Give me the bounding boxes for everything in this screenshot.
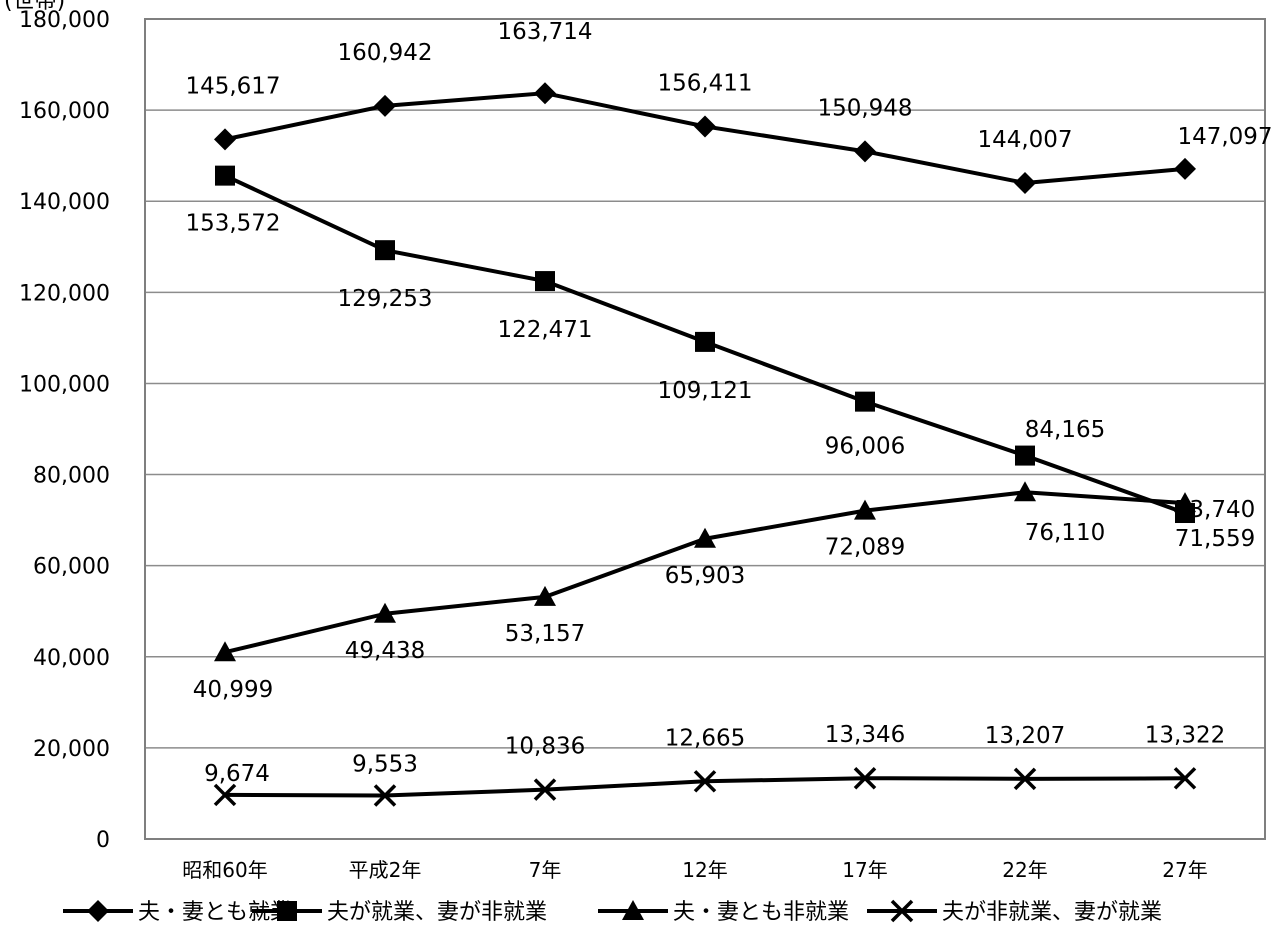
y-tick-label: 80,000 [33, 464, 110, 489]
square-point [855, 391, 875, 412]
y-tick-label: 140,000 [19, 190, 110, 215]
series-lines [213, 82, 1197, 807]
data-label: 150,948 [817, 95, 912, 121]
y-tick-label: 180,000 [19, 8, 110, 33]
data-label: 160,942 [337, 40, 432, 66]
legend-label: 夫が就業、妻が非就業 [327, 900, 547, 925]
data-label: 144,007 [977, 127, 1072, 153]
x-tick-label: 17年 [842, 858, 887, 882]
legend-item: 夫が非就業、妻が就業 [867, 899, 1162, 925]
square-point [695, 331, 715, 352]
x-tick-label: 7年 [529, 858, 562, 882]
data-label: 12,665 [665, 725, 745, 751]
triangle-point [534, 585, 556, 606]
square-point [215, 165, 235, 186]
data-label: 96,006 [825, 434, 905, 460]
legend-square-marker [277, 901, 297, 921]
data-label: 9,553 [352, 751, 418, 777]
data-label: 72,089 [825, 535, 905, 561]
cross-point [373, 784, 397, 807]
diamond-point [1014, 171, 1036, 194]
legend-label: 夫が非就業、妻が就業 [942, 900, 1162, 925]
data-label: 71,559 [1175, 526, 1255, 552]
data-label: 156,411 [657, 70, 752, 96]
data-label: 163,714 [497, 19, 592, 45]
data-labels: 145,617 160,942 163,714 156,411 150,948 144,0… [185, 19, 1272, 787]
y-tick-label: 20,000 [33, 737, 110, 762]
cross-point [1173, 767, 1197, 790]
x-tick-label: 昭和60年 [182, 858, 267, 882]
triangle-point [1174, 492, 1196, 513]
y-tick-label: 120,000 [19, 281, 110, 306]
x-tick-label: 平成2年 [349, 858, 422, 882]
legend-label: 夫・妻とも非就業 [673, 900, 849, 925]
cross-point [533, 778, 557, 801]
data-label: 13,346 [825, 722, 905, 748]
cross-point [853, 766, 877, 790]
triangle-point [694, 527, 716, 548]
plot-area-frame [144, 18, 1266, 840]
y-axis-ticks: 0 20,000 40,000 60,000 80,000 100,000 120,000 1… [19, 8, 110, 853]
y-tick-label: 60,000 [33, 555, 110, 580]
data-label: 122,471 [497, 317, 592, 343]
y-tick-label: 100,000 [19, 372, 110, 397]
data-label: 145,617 [185, 73, 280, 99]
data-label: 10,836 [505, 734, 585, 760]
data-label: 49,438 [345, 638, 425, 664]
diamond-point [854, 140, 876, 163]
cross-point [1013, 767, 1037, 791]
data-label: 40,999 [193, 677, 273, 703]
square-point [535, 271, 555, 292]
x-tick-label: 12年 [682, 858, 727, 882]
y-tick-label: 40,000 [33, 646, 110, 671]
diamond-point [534, 82, 556, 105]
y-tick-label: 0 [96, 828, 110, 853]
data-label: 153,572 [185, 211, 280, 237]
triangle-point [854, 499, 876, 520]
data-label: 73,740 [1175, 497, 1255, 523]
data-label: 65,903 [665, 563, 745, 589]
cross-point [213, 783, 237, 807]
data-label: 9,674 [204, 761, 270, 787]
x-tick-label: 22年 [1002, 858, 1047, 882]
x-tick-label: 27年 [1162, 858, 1207, 882]
square-point [375, 240, 395, 261]
cross-point [693, 770, 717, 793]
diamond-point [694, 115, 716, 138]
x-axis-ticks: 昭和60年 平成2年 7年 12年 17年 22年 27年 [182, 858, 1207, 882]
data-label: 109,121 [657, 378, 752, 404]
data-label: 13,207 [985, 723, 1065, 749]
y-tick-label: 160,000 [19, 99, 110, 124]
legend-cross-marker [890, 899, 914, 923]
legend-triangle-marker [622, 900, 644, 920]
triangle-point [1014, 481, 1036, 502]
diamond-point [1174, 157, 1196, 180]
data-label: 84,165 [1025, 417, 1105, 443]
legend-diamond-marker [87, 900, 109, 922]
triangle-point [214, 641, 236, 662]
triangle-point [374, 602, 396, 623]
data-label: 53,157 [505, 621, 585, 647]
legend-item: 夫が就業、妻が非就業 [252, 900, 547, 925]
square-point [1015, 445, 1035, 466]
data-label: 129,253 [337, 286, 432, 312]
legend-item: 夫・妻とも非就業 [598, 900, 849, 925]
diamond-point [214, 128, 236, 151]
diamond-point [374, 94, 396, 117]
y-axis-unit-label: (世帯) [4, 0, 65, 14]
data-label: 13,322 [1145, 722, 1225, 748]
data-label: 147,097 [1177, 124, 1272, 150]
legend: 夫・妻とも就業 夫が就業、妻が非就業 夫・妻とも非就業 夫が非就業、妻が就業 [63, 899, 1162, 925]
data-label: 76,110 [1025, 520, 1105, 546]
